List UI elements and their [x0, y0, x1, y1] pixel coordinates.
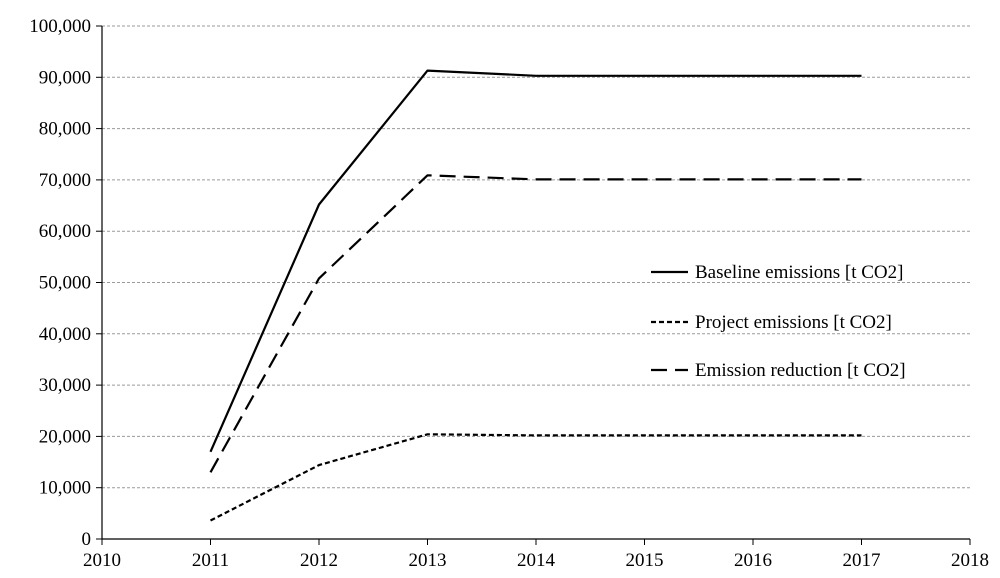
x-tick-label: 2010 [83, 550, 121, 571]
series-line [209, 69, 862, 453]
legend: Baseline emissions [t CO2] Project emissi… [651, 262, 906, 381]
x-tick-label: 2014 [517, 550, 556, 571]
series-lines [209, 69, 862, 522]
axes: 0 10,000 20,000 30,000 40,000 50,000 60,000 70,… [29, 16, 989, 571]
x-tick-label: 2018 [951, 550, 989, 571]
x-tick-label: 2015 [626, 550, 664, 571]
y-tick-label: 20,000 [39, 426, 91, 447]
legend-label: Emission reduction [t CO2] [695, 360, 906, 381]
y-tick-label: 60,000 [39, 221, 91, 242]
series-line [209, 433, 862, 522]
y-tick-label: 80,000 [39, 119, 91, 140]
y-tick-label: 100,000 [29, 16, 91, 37]
x-tick-label: 2017 [843, 550, 881, 571]
x-tick-label: 2011 [192, 550, 229, 571]
y-tick-label: 10,000 [39, 478, 91, 499]
y-tick-label: 70,000 [39, 170, 91, 191]
y-tick-label: 50,000 [39, 273, 91, 294]
y-tick-label: 0 [82, 529, 92, 550]
legend-label: Baseline emissions [t CO2] [695, 262, 903, 283]
legend-label: Project emissions [t CO2] [695, 312, 892, 333]
x-tick-label: 2012 [300, 550, 338, 571]
series-line [209, 174, 862, 473]
x-tick-label: 2016 [734, 550, 772, 571]
gridlines [102, 25, 970, 489]
y-tick-label: 30,000 [39, 375, 91, 396]
x-tick-label: 2013 [409, 550, 447, 571]
y-tick-label: 90,000 [39, 67, 91, 88]
y-tick-label: 40,000 [39, 324, 91, 345]
